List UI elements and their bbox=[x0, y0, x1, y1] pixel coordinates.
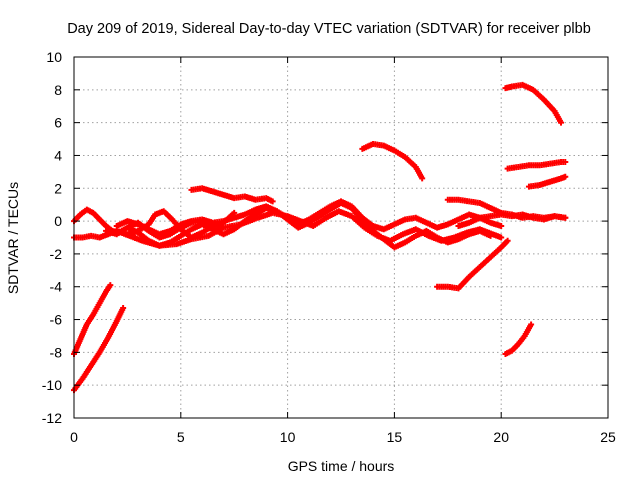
x-tick-label: 25 bbox=[600, 429, 616, 445]
data-point bbox=[120, 305, 127, 312]
y-tick-label: 2 bbox=[54, 180, 62, 196]
y-tick-labels: -12 -10 -8 -6 -4 -2 0 2 4 6 8 10 bbox=[42, 49, 62, 426]
y-tick-label: -12 bbox=[42, 410, 62, 426]
series-track-g bbox=[124, 208, 238, 241]
data-point bbox=[498, 223, 505, 230]
data-points bbox=[71, 81, 569, 394]
plot-frame bbox=[73, 56, 609, 419]
series-track-f bbox=[113, 198, 505, 238]
y-tick-label: 4 bbox=[54, 147, 62, 163]
y-axis-label: SDTVAR / TECUs bbox=[5, 182, 21, 294]
grid bbox=[74, 57, 608, 418]
series-track-o bbox=[525, 173, 569, 190]
y-tick-label: -8 bbox=[50, 344, 63, 360]
y-tick-label: -10 bbox=[42, 377, 62, 393]
x-axis-label: GPS time / hours bbox=[288, 458, 395, 474]
x-tick-label: 5 bbox=[177, 429, 185, 445]
y-tick-label: -4 bbox=[50, 279, 63, 295]
y-tick-label: 0 bbox=[54, 213, 62, 229]
series-track-l bbox=[455, 211, 569, 230]
data-point bbox=[487, 232, 494, 239]
axis-ticks bbox=[73, 56, 609, 419]
x-tick-label: 10 bbox=[280, 429, 296, 445]
x-tick-labels: 0 5 10 15 20 25 bbox=[70, 429, 616, 445]
data-point bbox=[558, 119, 565, 126]
series-track-p bbox=[502, 321, 535, 358]
data-point bbox=[562, 214, 569, 221]
x-tick-label: 0 bbox=[70, 429, 78, 445]
data-point bbox=[562, 159, 569, 166]
series-track-h bbox=[188, 185, 276, 205]
data-point bbox=[504, 237, 511, 244]
y-tick-label: 6 bbox=[54, 115, 62, 131]
data-point bbox=[269, 198, 276, 205]
series-track-n bbox=[504, 159, 569, 172]
data-point bbox=[498, 234, 505, 241]
data-point bbox=[419, 175, 426, 182]
x-tick-label: 15 bbox=[387, 429, 403, 445]
y-tick-label: -6 bbox=[50, 312, 63, 328]
x-tick-label: 20 bbox=[493, 429, 509, 445]
series-track-i bbox=[359, 140, 426, 182]
y-tick-label: -2 bbox=[50, 246, 63, 262]
data-point bbox=[528, 321, 535, 328]
series-track-m bbox=[502, 81, 565, 126]
data-point bbox=[562, 173, 569, 180]
series-track-b bbox=[71, 305, 127, 394]
chart-title: Day 209 of 2019, Sidereal Day-to-day VTE… bbox=[67, 21, 591, 37]
series-track-j bbox=[434, 237, 511, 292]
y-tick-label: 10 bbox=[46, 49, 62, 65]
data-point bbox=[107, 282, 114, 289]
data-point bbox=[231, 209, 238, 216]
y-tick-label: 8 bbox=[54, 82, 62, 98]
